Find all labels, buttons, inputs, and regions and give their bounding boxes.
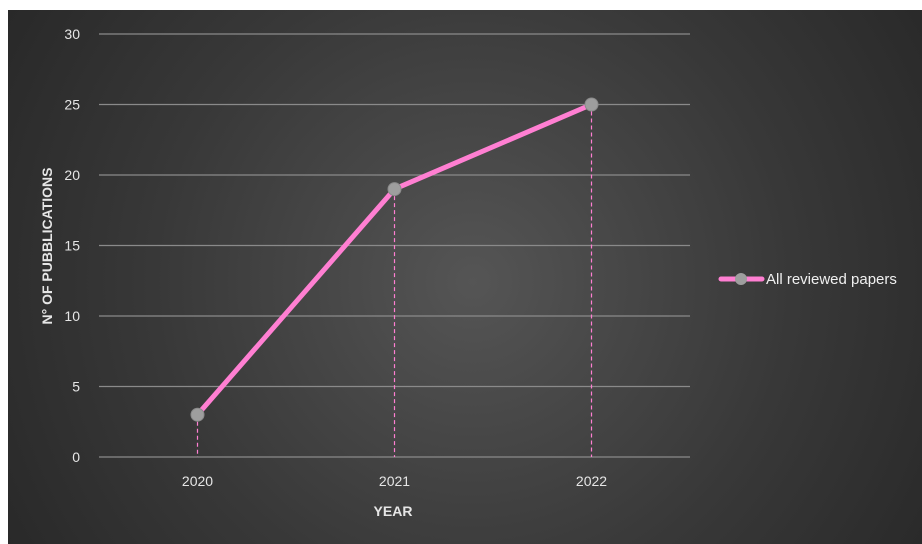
y-tick-label-20: 20 xyxy=(64,167,80,183)
y-tick-label-0: 0 xyxy=(72,449,80,465)
y-tick-label-10: 10 xyxy=(64,308,80,324)
data-point-2022 xyxy=(584,97,599,112)
data-points xyxy=(190,97,599,422)
x-tick-label-2021: 2021 xyxy=(379,473,410,489)
y-tick-label-15: 15 xyxy=(64,238,80,254)
x-tick-label-2022: 2022 xyxy=(576,473,607,489)
y-tick-label-25: 25 xyxy=(64,97,80,113)
data-point-2020 xyxy=(190,407,205,422)
y-axis-ticks: 0 5 10 15 20 25 30 xyxy=(64,26,80,465)
legend: All reviewed papers xyxy=(718,271,897,288)
data-point-2021 xyxy=(387,182,402,197)
legend-point-marker xyxy=(735,273,747,285)
x-axis-title: YEAR xyxy=(374,503,413,519)
y-tick-label-5: 5 xyxy=(72,379,80,395)
y-axis-title: N° OF PUBBLICATIONS xyxy=(39,167,55,324)
x-tick-label-2020: 2020 xyxy=(182,473,213,489)
y-tick-label-30: 30 xyxy=(64,26,80,42)
x-axis-ticks: 2020 2021 2022 xyxy=(182,473,607,489)
chart-area xyxy=(8,10,922,544)
drop-lines xyxy=(196,104,593,457)
legend-label: All reviewed papers xyxy=(766,271,897,288)
